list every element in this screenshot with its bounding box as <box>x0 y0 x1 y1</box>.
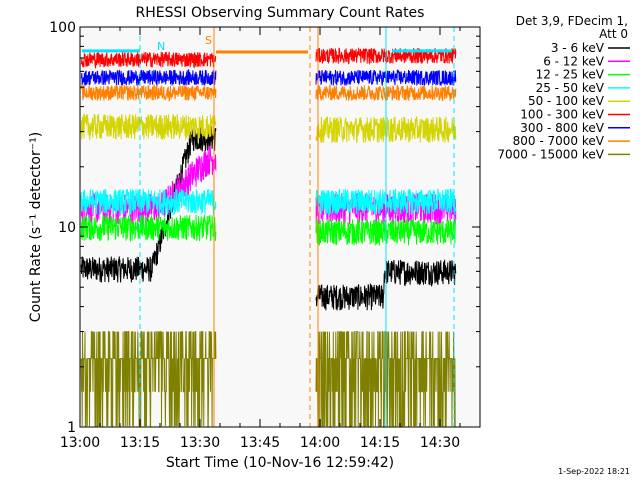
footer-date: 1-Sep-2022 18:21 <box>558 467 630 476</box>
series-50-100-kev-line <box>80 113 217 141</box>
legend-label: 100 - 300 keV <box>520 108 604 122</box>
series-3-6-kev-line <box>80 126 217 283</box>
legend-label: 7000 - 15000 keV <box>497 147 604 161</box>
x-tick-label: 13:45 <box>240 435 280 451</box>
legend-label: 800 - 7000 keV <box>513 134 605 148</box>
legend-item-25-50-kev: 25 - 50 keV <box>536 81 630 95</box>
marker-s: S <box>205 34 212 47</box>
legend-item-6-12-kev: 6 - 12 keV <box>543 54 630 68</box>
series-100-300-kev-line <box>80 51 217 70</box>
legend-item-100-300-kev: 100 - 300 keV <box>520 108 630 122</box>
x-tick-label: 13:00 <box>60 435 100 451</box>
x-tick-label: 13:15 <box>120 435 160 451</box>
legend-label: 12 - 25 keV <box>536 68 605 82</box>
series-300-800-kev-line <box>80 68 217 86</box>
series-12-25-kev-line <box>80 214 217 243</box>
legend-item-12-25-kev: 12 - 25 keV <box>536 68 630 82</box>
x-axis-ticks: 13:00 13:15 13:30 13:45 14:00 14:15 14:30 <box>60 27 481 451</box>
y-tick-label: 10 <box>58 220 76 236</box>
legend-item-50-100-kev: 50 - 100 keV <box>528 94 630 108</box>
attenuator-info: Att 0 <box>599 27 628 41</box>
x-tick-label: 14:00 <box>300 435 340 451</box>
legend-item-7000-15000-kev: 7000 - 15000 keV <box>497 147 630 161</box>
legend-label: 50 - 100 keV <box>528 94 605 108</box>
legend-label: 300 - 800 keV <box>520 121 604 135</box>
marker-n: N <box>157 40 165 53</box>
series-800-7000-kev-line <box>80 83 217 102</box>
legend-label: 25 - 50 keV <box>536 81 605 95</box>
chart-title: RHESSI Observing Summary Count Rates <box>136 5 425 21</box>
legend-item-800-7000-kev: 800 - 7000 keV <box>513 134 630 148</box>
legend-item-300-800-kev: 300 - 800 keV <box>520 121 630 135</box>
series-7000-15000-kev-line <box>80 331 217 427</box>
legend-item-3-6-kev: 3 - 6 keV <box>551 41 630 55</box>
detector-info: Det 3,9, FDecim 1, <box>516 14 628 28</box>
y-axis-ticks: 1 10 100 <box>49 20 480 436</box>
legend-label: 3 - 6 keV <box>551 41 605 55</box>
x-axis-label: Start Time (10-Nov-16 12:59:42) <box>166 455 394 471</box>
y-axis-label: Count Rate (s⁻¹ detector⁻¹) <box>28 132 44 322</box>
legend-label: 6 - 12 keV <box>543 54 605 68</box>
x-tick-label: 14:30 <box>420 435 460 451</box>
x-tick-label: 14:15 <box>360 435 400 451</box>
y-tick-label: 100 <box>49 20 76 36</box>
y-tick-label: 1 <box>67 420 76 436</box>
horizontal-segments <box>82 49 452 54</box>
x-tick-label: 13:30 <box>180 435 220 451</box>
series-25-50-kev-line <box>80 188 217 215</box>
